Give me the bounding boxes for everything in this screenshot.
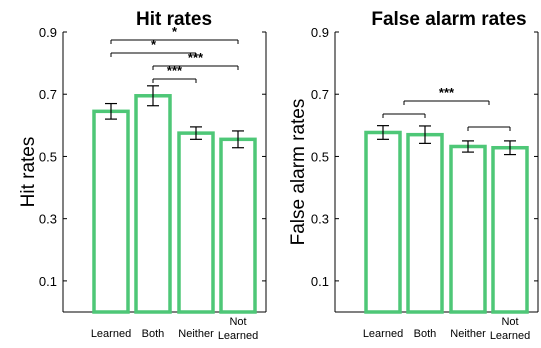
x-tick-label: Neither	[450, 328, 486, 340]
x-tick-label: Learned	[490, 330, 530, 342]
bar	[219, 137, 257, 314]
x-tick-label: Learned	[91, 328, 131, 340]
bar	[177, 131, 215, 314]
y-tick-label: 0.3	[39, 212, 57, 227]
x-tick-label: Neither	[178, 328, 214, 340]
false-alarm-rates-panel: False alarm rates False alarm rates 0.1 0.3…	[288, 9, 539, 342]
hit-rates-panel: Hit rates Hit rates 0.1 0.3 0.5 0.7 0.9 Learned…	[18, 9, 267, 342]
x-tick-label: Learned	[363, 328, 403, 340]
significance-label: ***	[167, 63, 183, 78]
significance-label: ***	[188, 50, 204, 65]
y-axis-label: Hit rates	[18, 137, 39, 208]
chart-title: Hit rates	[136, 9, 212, 30]
bar	[92, 109, 130, 314]
y-tick-label: 0.9	[39, 25, 57, 40]
y-axis-label: False alarm rates	[288, 99, 309, 246]
y-tick-label: 0.1	[39, 274, 57, 289]
bar	[364, 130, 402, 314]
chart-title: False alarm rates	[371, 9, 526, 30]
significance-label: *	[172, 24, 178, 39]
x-tick-label: Not	[229, 316, 246, 328]
bar	[134, 94, 172, 314]
significance-label: *	[151, 37, 157, 52]
y-tick-label: 0.5	[39, 149, 57, 164]
x-tick-label: Not	[501, 316, 518, 328]
y-tick-label: 0.5	[311, 149, 329, 164]
x-tick-label: Both	[142, 328, 165, 340]
y-tick-label: 0.7	[311, 87, 329, 102]
y-tick-label: 0.1	[311, 274, 329, 289]
bar	[491, 145, 529, 314]
x-tick-label: Both	[414, 328, 437, 340]
y-tick-label: 0.9	[311, 25, 329, 40]
significance-label: ***	[439, 85, 455, 100]
y-tick-label: 0.3	[311, 212, 329, 227]
x-tick-label: Learned	[218, 330, 258, 342]
bar	[406, 132, 444, 314]
bar	[449, 144, 487, 314]
y-tick-label: 0.7	[39, 87, 57, 102]
